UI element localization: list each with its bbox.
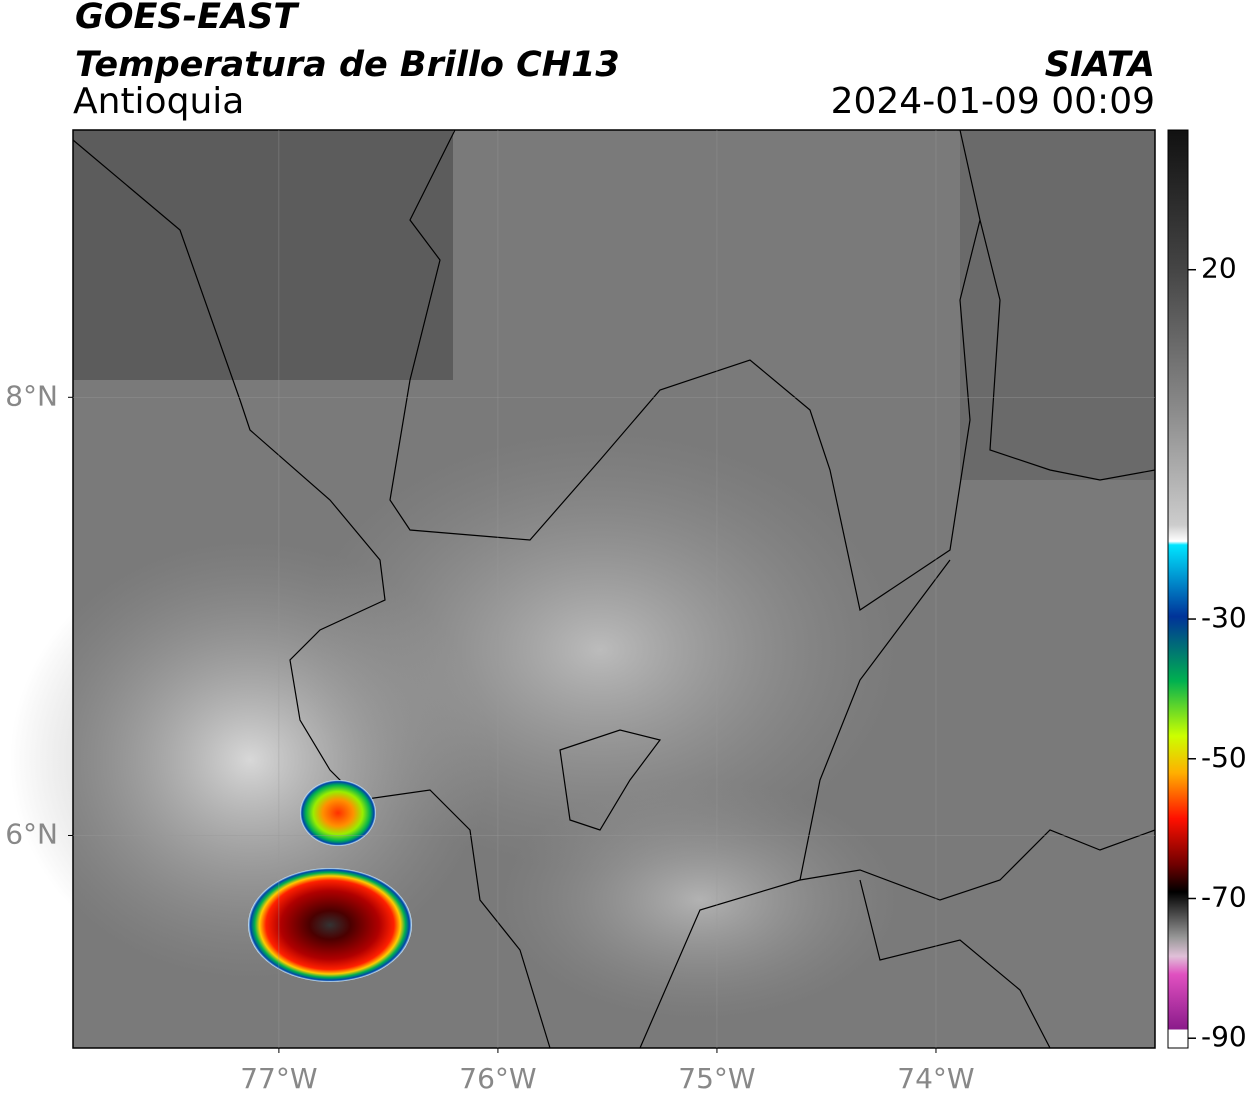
x-tick-label: 75°W <box>678 1062 755 1095</box>
region: Antioquia <box>73 81 244 122</box>
title: GOES-EAST <box>75 0 300 37</box>
map <box>10 129 1156 1049</box>
map-frame <box>72 129 1156 1049</box>
x-tick-label: 76°W <box>459 1062 536 1095</box>
colorbar-tick-label: -30 <box>1201 601 1247 634</box>
cloud <box>500 780 900 1020</box>
dark-area <box>73 130 453 380</box>
storm-cell <box>248 868 412 982</box>
colorbar-tick-label: -70 <box>1201 880 1247 913</box>
boundary <box>559 729 662 831</box>
y-tick-label: 6°N <box>5 817 58 850</box>
storm-cell <box>300 780 376 846</box>
boundary <box>799 829 1156 901</box>
colorbar-tick-label: -90 <box>1201 1020 1247 1053</box>
boundary <box>72 139 551 1049</box>
boundary <box>979 219 1156 481</box>
y-tick-label: 8°N <box>5 379 58 412</box>
x-tick-label: 74°W <box>897 1062 974 1095</box>
boundary <box>389 129 981 611</box>
dark-area <box>960 130 1155 480</box>
colorbar-tick-label: -50 <box>1201 741 1247 774</box>
colorbar-tick-label: 20 <box>1201 252 1237 285</box>
x-tick-label: 77°W <box>240 1062 317 1095</box>
boundary <box>859 879 1051 1049</box>
cloud <box>300 430 900 870</box>
colorbar <box>1167 129 1189 1049</box>
subtitle: Temperatura de Brillo CH13 <box>75 45 620 85</box>
datetime: 2024-01-09 00:09 <box>831 81 1155 122</box>
source: SIATA <box>1045 45 1155 85</box>
boundary <box>639 559 951 1049</box>
